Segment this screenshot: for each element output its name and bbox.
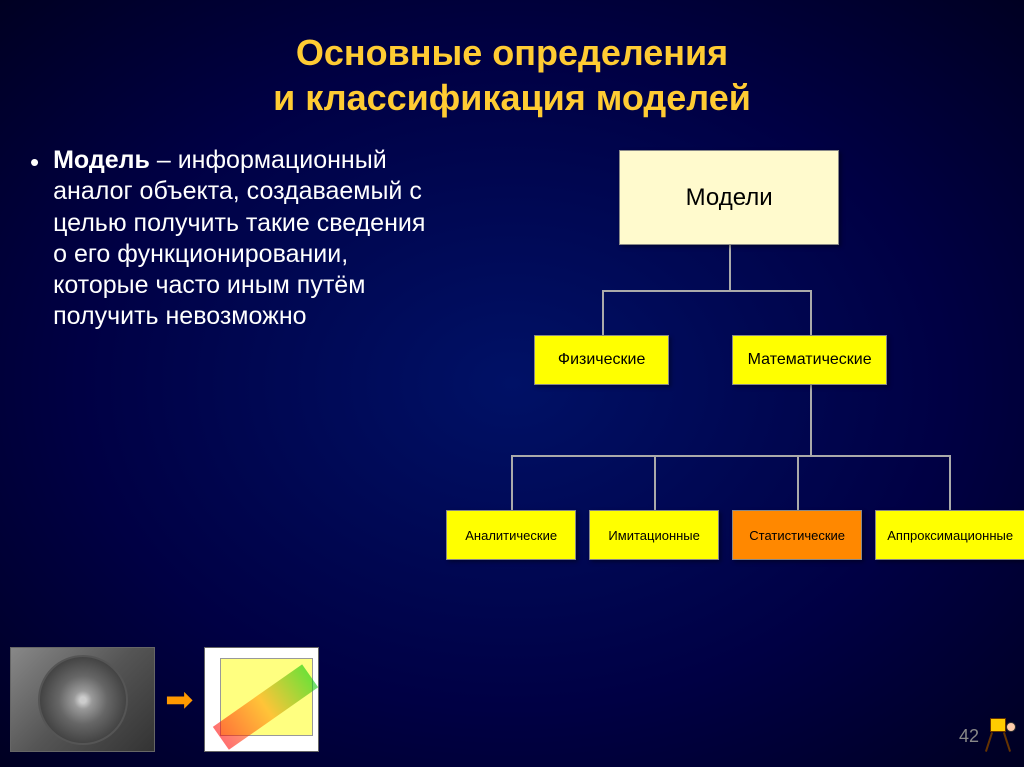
tree-node-lvl3-1: Имитационные	[589, 510, 719, 560]
tree-node-lvl3-0: Аналитические	[446, 510, 576, 560]
chart-plot-area	[220, 658, 313, 736]
tree-diagram: Модели Физические Математические Аналитич…	[454, 145, 994, 585]
connector-0	[729, 245, 731, 290]
title-line2: и классификация моделей	[273, 77, 751, 118]
content-area: • Модель – информационный аналог объекта…	[0, 135, 1024, 595]
connector-8	[797, 455, 799, 510]
tree-node-lvl3-2: Статистические	[732, 510, 862, 560]
connector-9	[949, 455, 951, 510]
chart-data-band	[213, 664, 318, 750]
definition-text: Модель – информационный аналог объекта, …	[53, 145, 444, 333]
tree-node-lvl2-1: Математические	[732, 335, 887, 385]
easel-icon	[986, 718, 1014, 752]
tree-node-lvl3-3: Аппроксимационные	[875, 510, 1024, 560]
tree-node-label: Имитационные	[608, 528, 699, 543]
title-line1: Основные определения	[296, 32, 728, 73]
connector-4	[810, 385, 812, 455]
tree-node-label: Аналитические	[465, 528, 557, 543]
turbine-disc	[38, 655, 128, 745]
presenter-icon	[984, 715, 1016, 755]
connector-6	[511, 455, 513, 510]
definition-term: Модель	[53, 146, 150, 174]
tree-node-label: Аппроксимационные	[887, 528, 1013, 543]
connector-1	[602, 290, 812, 292]
connector-2	[602, 290, 604, 335]
scatter-chart-image	[204, 647, 319, 752]
tree-node-label: Статистические	[749, 528, 845, 543]
connector-5	[511, 455, 951, 457]
tree-node-label: Физические	[558, 351, 645, 369]
arrow-icon: ➡	[165, 680, 194, 720]
connector-3	[810, 290, 812, 335]
tree-node-label: Математические	[748, 351, 872, 369]
bottom-images: ➡	[10, 647, 319, 752]
tree-node-lvl2-0: Физические	[534, 335, 669, 385]
bullet-item: • Модель – информационный аналог объекта…	[30, 145, 444, 333]
page-number: 42	[959, 726, 979, 747]
slide-title: Основные определения и классификация мод…	[0, 0, 1024, 135]
tree-root: Модели	[619, 150, 839, 245]
tree-root-label: Модели	[686, 184, 773, 212]
turbine-image	[10, 647, 155, 752]
definition-column: • Модель – информационный аналог объекта…	[30, 145, 454, 585]
bullet-dot: •	[30, 147, 39, 178]
connector-7	[654, 455, 656, 510]
